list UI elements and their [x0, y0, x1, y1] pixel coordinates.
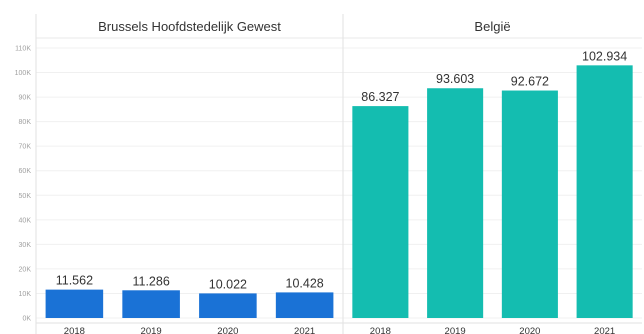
- bar: [501, 90, 558, 318]
- x-tick-label: 2018: [370, 326, 391, 334]
- y-tick-label: 80K: [19, 119, 32, 126]
- bar: [427, 88, 484, 318]
- bars: [45, 65, 633, 319]
- x-tick-label: 2020: [217, 326, 238, 334]
- bar: [576, 65, 633, 319]
- y-tick-label: 100K: [15, 70, 32, 77]
- x-tick-label: 2019: [141, 326, 162, 334]
- bar: [275, 292, 334, 318]
- y-tick-label: 40K: [19, 217, 32, 224]
- y-tick-label: 10K: [19, 291, 32, 298]
- x-tick-label: 2021: [294, 326, 315, 334]
- y-tick-label: 50K: [19, 193, 32, 200]
- title-band: [36, 14, 642, 38]
- x-axis: 2018 2019 2020 2021 2018 2019 2020 2021: [64, 326, 615, 334]
- y-tick-label: 0K: [22, 316, 31, 323]
- data-label: 92.672: [511, 75, 549, 89]
- panel-titles: Brussels Hoofdstedelijk Gewest België: [98, 19, 510, 34]
- y-tick-label: 110K: [15, 46, 31, 53]
- data-labels: 11.562 11.286 10.022 10.428 86.327 93.603 92.6…: [56, 49, 628, 291]
- y-tick-label: 20K: [19, 266, 32, 273]
- data-label: 10.428: [286, 276, 324, 290]
- data-label: 102.934: [582, 49, 627, 63]
- data-label: 10.022: [209, 277, 247, 291]
- y-axis: 0K 10K 20K 30K 40K 50K 60K 70K 80K 90K 100K 110K: [15, 46, 32, 323]
- panel-title: België: [474, 19, 510, 34]
- bar: [122, 290, 180, 318]
- data-label: 93.603: [436, 72, 474, 86]
- bar: [352, 106, 409, 319]
- x-tick-label: 2020: [519, 326, 540, 334]
- data-label: 11.562: [56, 274, 93, 288]
- bar: [199, 293, 257, 318]
- x-tick-label: 2018: [64, 326, 85, 334]
- bar: [45, 289, 104, 318]
- data-label: 86.327: [361, 90, 399, 104]
- x-tick-label: 2021: [594, 326, 615, 334]
- y-tick-label: 60K: [19, 168, 32, 175]
- data-label: 11.286: [132, 274, 169, 288]
- y-tick-label: 90K: [19, 95, 32, 102]
- panel-title: Brussels Hoofdstedelijk Gewest: [98, 19, 281, 34]
- x-tick-label: 2019: [445, 326, 466, 334]
- y-tick-label: 30K: [19, 242, 32, 249]
- y-tick-label: 70K: [19, 144, 32, 151]
